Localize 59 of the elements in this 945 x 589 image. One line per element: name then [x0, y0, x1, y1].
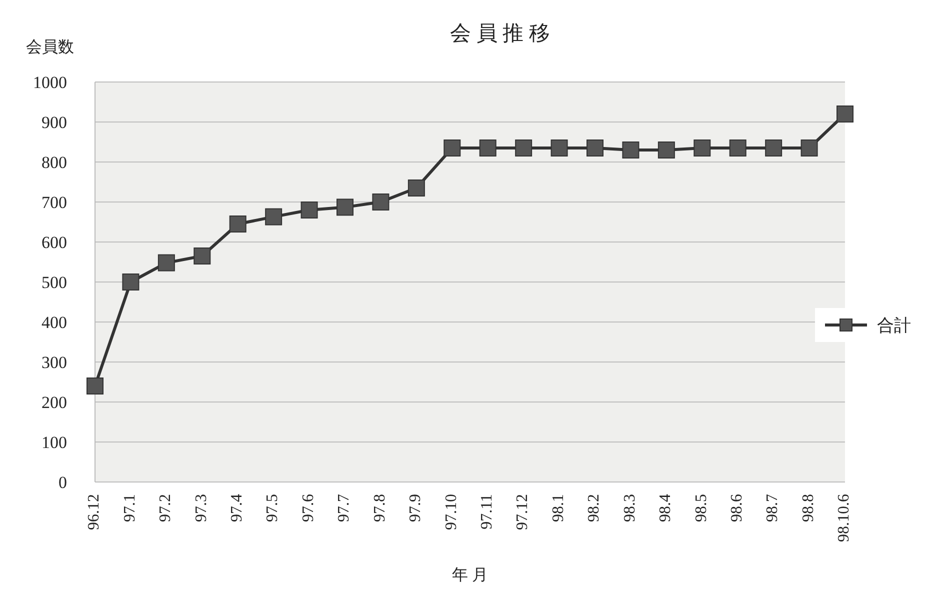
x-tick-label: 97.7 — [336, 494, 353, 522]
y-axis-title: 会員数 — [26, 39, 74, 56]
x-tick-label: 96.12 — [86, 494, 103, 530]
x-tick-label: 98.7 — [764, 494, 782, 522]
y-tick-label: 700 — [42, 193, 67, 212]
point — [158, 254, 175, 272]
point — [122, 274, 140, 290]
point — [336, 198, 354, 216]
x-tick-label: 97.10 — [442, 494, 460, 530]
point — [515, 140, 532, 156]
y-tick-label: 0 — [58, 473, 67, 492]
y-tick-label: 600 — [42, 233, 67, 252]
point — [229, 216, 246, 232]
x-tick-label: 98.4 — [657, 494, 674, 522]
y-tick-label: 100 — [42, 433, 67, 452]
point — [658, 142, 675, 158]
point — [586, 140, 604, 156]
x-tick-label: 97.9 — [407, 494, 424, 522]
point — [836, 106, 854, 122]
point — [765, 140, 782, 156]
point — [479, 140, 496, 156]
x-tick-label: 98.1 — [550, 494, 567, 522]
x-tick-label: 98.3 — [621, 494, 638, 522]
x-tick-label: 97.1 — [121, 494, 138, 522]
x-tick-label: 97.4 — [228, 494, 246, 522]
x-tick-label: 97.3 — [192, 494, 210, 522]
point — [729, 140, 746, 156]
chart-title: 会 員 推 移 — [450, 21, 550, 45]
point — [550, 140, 568, 156]
y-tick-label: 300 — [42, 353, 67, 372]
x-tick-label: 97.12 — [514, 494, 532, 530]
x-tick-label: 97.6 — [300, 494, 317, 522]
y-tick-label: 1000 — [33, 73, 67, 92]
point — [408, 180, 425, 196]
x-tick-label: 98.6 — [728, 494, 746, 522]
point — [800, 140, 818, 156]
point — [694, 140, 711, 156]
point — [300, 202, 318, 218]
point — [372, 194, 390, 210]
x-tick-label: 97.2 — [157, 494, 174, 522]
x-tick-label: 97.8 — [371, 494, 388, 522]
point — [86, 378, 104, 394]
x-tick-label: 98.5 — [692, 494, 710, 522]
x-axis-title: 年 月 — [452, 567, 488, 584]
point — [194, 248, 211, 264]
x-tick-label: 98.10.6 — [836, 494, 853, 542]
y-tick-label: 900 — [42, 113, 67, 132]
legend-label: 合計 — [877, 316, 911, 335]
y-tick-label: 800 — [42, 153, 67, 172]
x-tick-label: 98.2 — [586, 494, 603, 522]
point — [444, 140, 461, 156]
y-tick-label: 400 — [42, 313, 67, 332]
x-tick-label: 97.5 — [264, 494, 282, 522]
point — [622, 142, 640, 158]
x-tick-label: 97.11 — [478, 494, 496, 530]
x-tick-label: 98.8 — [800, 494, 817, 522]
y-tick-label: 500 — [42, 273, 67, 292]
point — [265, 208, 282, 226]
y-tick-label: 200 — [42, 393, 67, 412]
